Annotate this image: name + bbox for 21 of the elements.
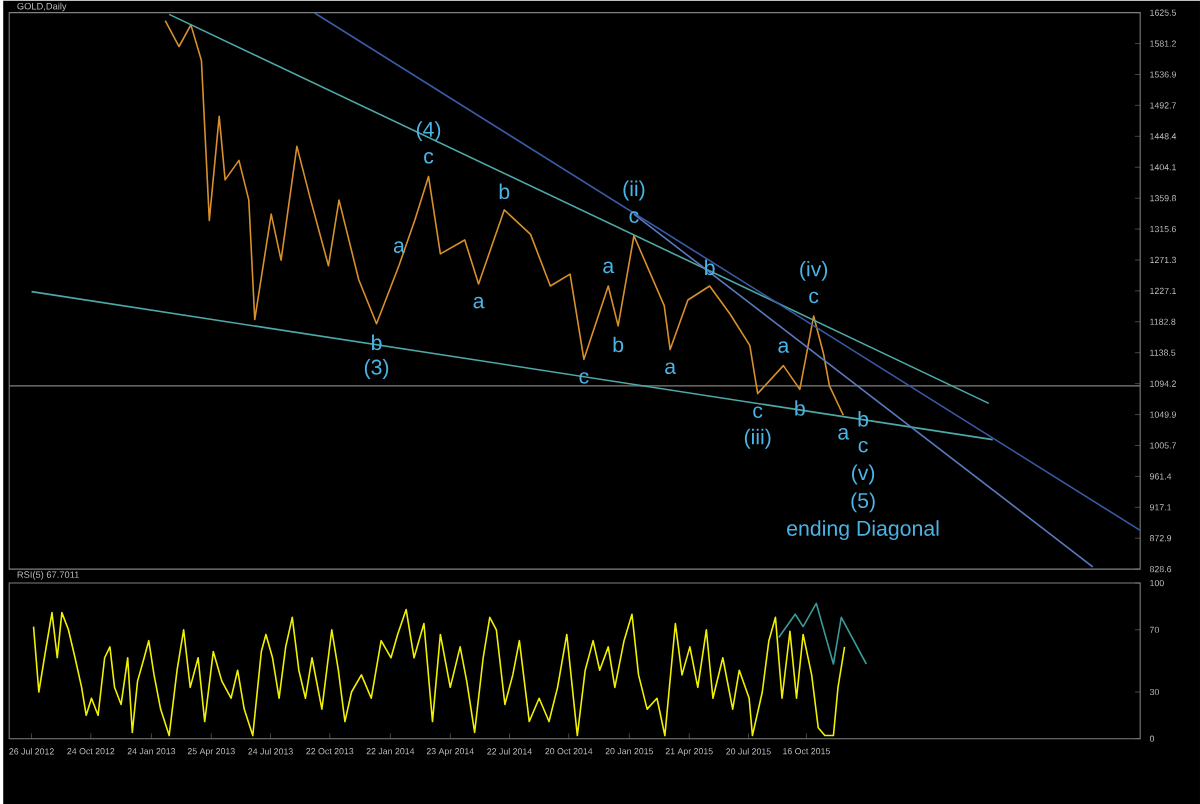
annotation: c	[858, 440, 868, 453]
annotation: c	[424, 151, 434, 164]
annotation: (5)	[851, 492, 875, 513]
annotation: (ii)	[623, 180, 645, 201]
annotation: (iii)	[744, 428, 771, 449]
annotation: a	[473, 296, 485, 309]
annotation: c	[753, 406, 763, 418]
annotation: ending Diagonal	[787, 519, 939, 540]
annotation: a	[778, 340, 790, 353]
annotation: a	[665, 362, 677, 374]
annotation: b	[499, 183, 510, 199]
annotation: b	[613, 336, 624, 353]
annotation: a	[393, 241, 405, 253]
annotation: c	[809, 291, 819, 304]
annotation: (3)	[364, 358, 389, 379]
annotation: (4)	[416, 121, 441, 141]
annotation: c	[629, 211, 639, 223]
annotation: (v)	[852, 464, 875, 485]
annotation: a	[603, 261, 615, 273]
annotation: (iv)	[800, 260, 828, 281]
annotation: a	[838, 427, 850, 440]
